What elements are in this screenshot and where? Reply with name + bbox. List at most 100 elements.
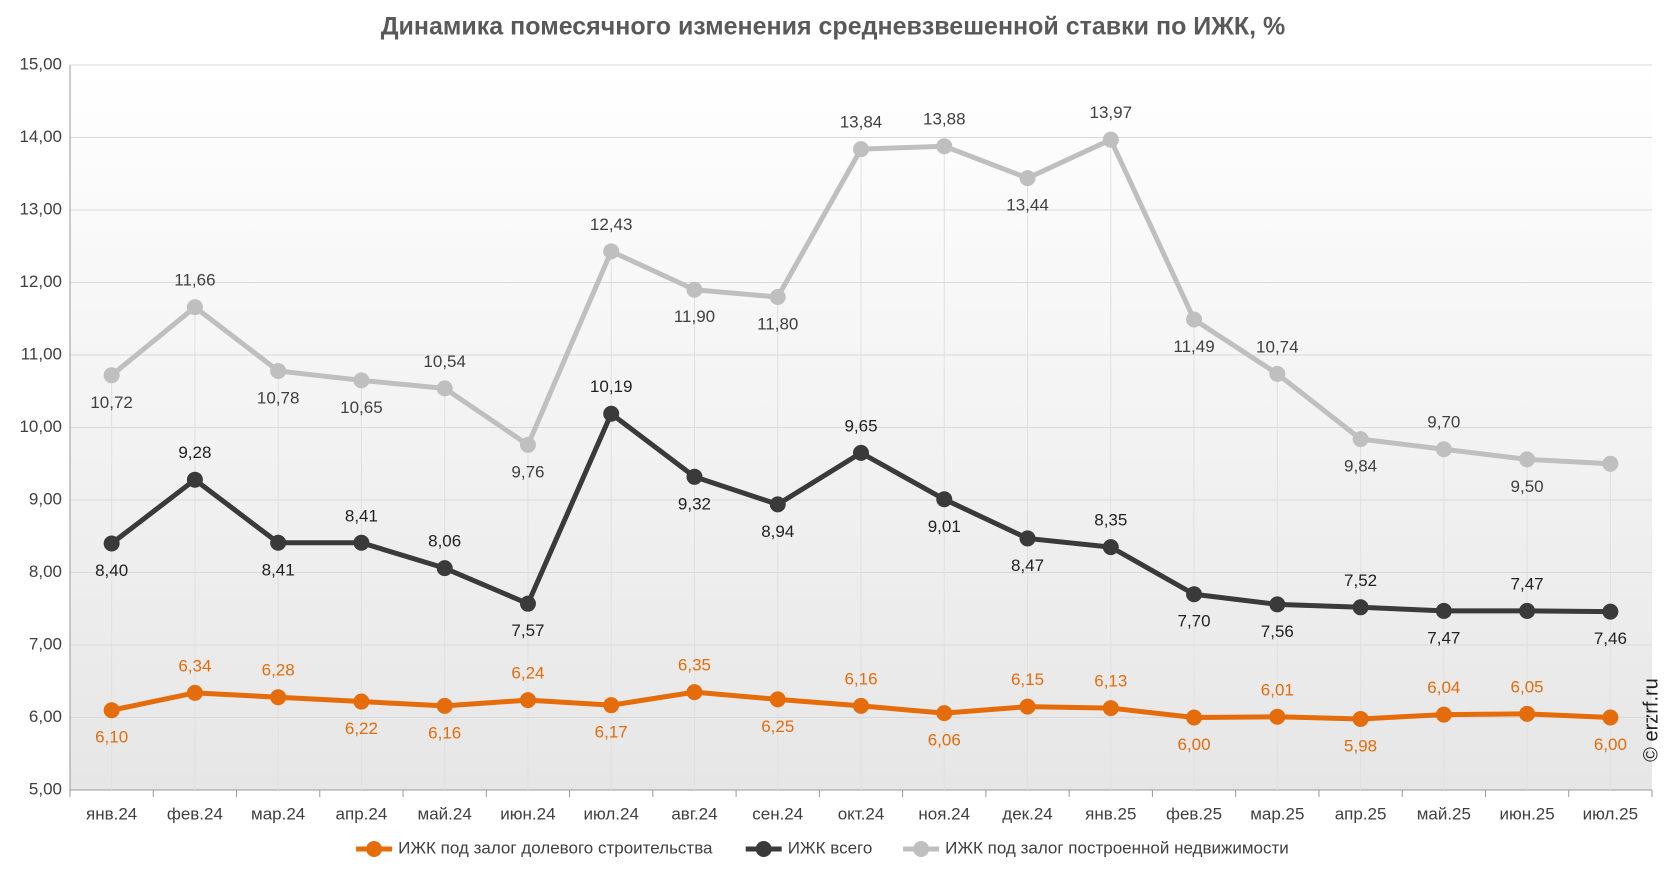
data-label: 11,66 <box>174 271 215 290</box>
data-label: 6,35 <box>678 656 711 675</box>
x-tick-label: авг.24 <box>671 804 717 823</box>
data-point <box>1102 131 1119 148</box>
x-tick-label: май.25 <box>1417 804 1471 823</box>
x-tick-label: апр.24 <box>336 804 388 823</box>
data-label: 8,41 <box>345 506 378 525</box>
data-label: 6,22 <box>345 719 378 738</box>
data-point <box>1269 365 1286 382</box>
data-point <box>936 138 953 155</box>
data-label: 8,40 <box>95 561 128 580</box>
data-point <box>353 534 370 551</box>
chart-title: Динамика помесячного изменения средневзв… <box>381 13 1286 41</box>
data-point <box>1435 706 1452 723</box>
data-label: 9,01 <box>928 517 961 536</box>
data-point <box>1186 311 1203 328</box>
data-label: 10,65 <box>340 398 383 417</box>
data-point <box>603 697 620 714</box>
data-point <box>1269 708 1286 725</box>
data-point <box>1519 602 1536 619</box>
data-label: 10,74 <box>1256 337 1299 356</box>
y-tick-label: 14,00 <box>19 127 62 146</box>
x-tick-label: ноя.24 <box>918 804 970 823</box>
y-tick-label: 8,00 <box>29 562 62 581</box>
data-label: 6,00 <box>1594 735 1627 754</box>
x-tick-label: май.24 <box>418 804 472 823</box>
x-tick-label: дек.24 <box>1002 804 1052 823</box>
data-point <box>1102 700 1119 717</box>
data-point <box>353 693 370 710</box>
data-point <box>519 436 536 453</box>
data-point <box>1519 451 1536 468</box>
x-tick-label: мар.25 <box>1250 804 1304 823</box>
data-label: 8,06 <box>428 532 461 551</box>
data-label: 6,34 <box>178 656 211 675</box>
data-point <box>1019 170 1036 187</box>
y-tick-label: 15,00 <box>19 54 62 73</box>
data-label: 6,10 <box>95 728 128 747</box>
data-point <box>1186 586 1203 603</box>
data-point <box>353 372 370 389</box>
data-point <box>436 697 453 714</box>
legend-label: ИЖК под залог построенной недвижимости <box>945 838 1289 857</box>
data-point <box>686 468 703 485</box>
y-tick-label: 6,00 <box>29 707 62 726</box>
data-point <box>1019 530 1036 547</box>
data-label: 13,97 <box>1090 103 1133 122</box>
data-point <box>603 405 620 422</box>
x-tick-label: сен.24 <box>752 804 803 823</box>
y-tick-label: 7,00 <box>29 634 62 653</box>
data-label: 10,19 <box>590 377 633 396</box>
data-label: 10,72 <box>90 393 133 412</box>
data-label: 12,43 <box>590 215 633 234</box>
x-tick-label: июл.25 <box>1583 804 1638 823</box>
legend-marker <box>913 841 930 857</box>
data-label: 7,57 <box>511 621 544 640</box>
data-label: 6,15 <box>1011 670 1044 689</box>
data-label: 10,54 <box>423 352 466 371</box>
x-tick-label: янв.24 <box>86 804 137 823</box>
data-label: 7,56 <box>1261 622 1294 641</box>
data-label: 6,16 <box>844 669 877 688</box>
data-label: 6,04 <box>1427 678 1460 697</box>
data-point <box>769 496 786 513</box>
data-point <box>103 367 120 384</box>
data-label: 7,52 <box>1344 571 1377 590</box>
data-point <box>936 705 953 722</box>
data-label: 6,16 <box>428 723 461 742</box>
data-label: 5,98 <box>1344 736 1377 755</box>
data-label: 8,35 <box>1094 511 1127 530</box>
data-point <box>1019 698 1036 715</box>
data-label: 9,76 <box>511 462 544 481</box>
data-point <box>1435 441 1452 458</box>
data-point <box>1352 431 1369 448</box>
data-label: 6,06 <box>928 731 961 750</box>
x-tick-label: фев.24 <box>167 804 223 823</box>
data-point <box>436 560 453 577</box>
data-label: 6,17 <box>595 723 628 742</box>
data-label: 9,28 <box>178 443 211 462</box>
data-label: 9,84 <box>1344 457 1377 476</box>
x-tick-label: окт.24 <box>838 804 885 823</box>
y-tick-label: 11,00 <box>21 344 62 363</box>
data-point <box>103 702 120 719</box>
data-label: 9,32 <box>678 494 711 513</box>
data-label: 6,00 <box>1178 735 1211 754</box>
x-tick-label: июл.24 <box>583 804 638 823</box>
data-point <box>603 243 620 260</box>
data-label: 6,24 <box>511 664 544 683</box>
data-point <box>1269 596 1286 613</box>
data-label: 13,84 <box>840 113 883 132</box>
legend-marker <box>366 841 383 857</box>
watermark: © erzrf.ru <box>1640 678 1662 762</box>
data-label: 13,88 <box>923 110 966 129</box>
y-tick-label: 5,00 <box>29 779 62 798</box>
data-point <box>1602 603 1619 620</box>
data-point <box>103 535 120 552</box>
data-point <box>936 491 953 508</box>
data-label: 10,78 <box>257 388 300 407</box>
data-point <box>1102 539 1119 556</box>
data-point <box>519 595 536 612</box>
data-label: 7,46 <box>1594 629 1627 648</box>
data-label: 6,13 <box>1094 672 1127 691</box>
